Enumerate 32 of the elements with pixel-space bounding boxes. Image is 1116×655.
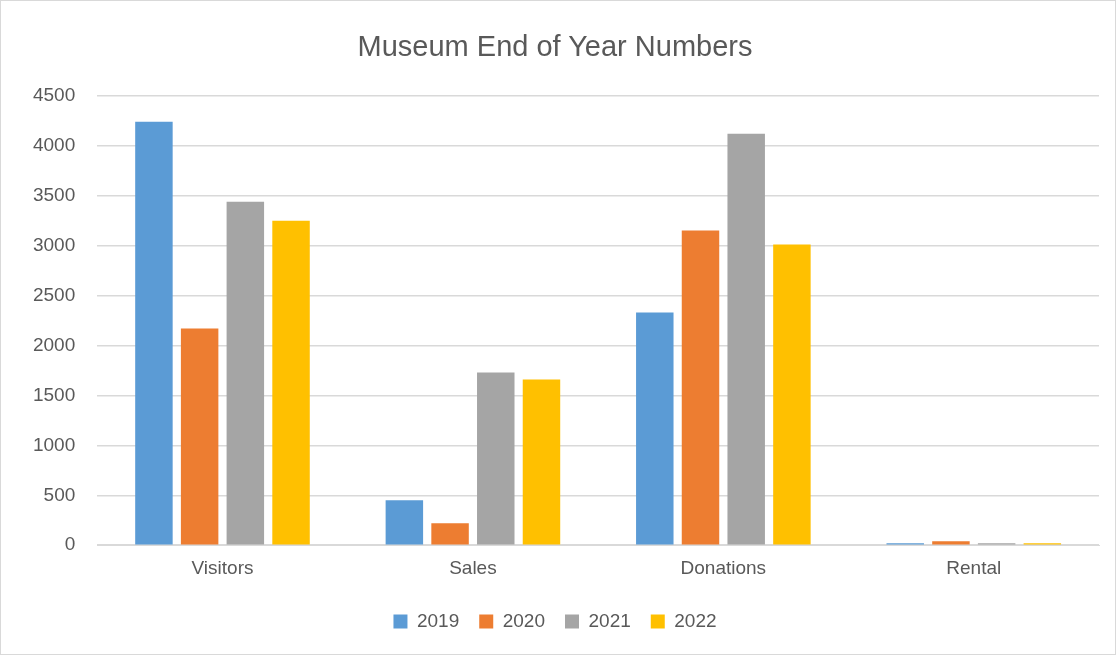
- bar: [522, 379, 561, 545]
- y-tick-label: 500: [43, 483, 76, 505]
- legend-label: 2020: [502, 609, 546, 631]
- x-tick-label: Rental: [946, 556, 1002, 578]
- y-tick-label: 2500: [32, 283, 76, 305]
- legend-label: 2021: [588, 609, 631, 631]
- y-tick-label: 0: [64, 533, 76, 555]
- bar: [773, 244, 811, 545]
- bar: [135, 121, 173, 545]
- y-tick-label: 3000: [32, 233, 76, 255]
- y-tick-label: 1000: [32, 433, 76, 455]
- bar: [727, 133, 765, 545]
- y-tick-label: 4000: [32, 133, 76, 155]
- y-tick-label: 3500: [32, 183, 76, 205]
- x-tick-label: Sales: [449, 556, 497, 578]
- bar: [681, 230, 720, 545]
- bar: [272, 220, 310, 545]
- bar: [636, 312, 674, 545]
- x-tick-label: Donations: [680, 556, 767, 578]
- bar: [226, 201, 265, 545]
- bar: [431, 523, 469, 545]
- bar: [477, 372, 515, 545]
- legend-label: 2022: [674, 609, 717, 631]
- legend-label: 2019: [416, 609, 460, 631]
- chart-title: Museum End of Year Numbers: [357, 30, 753, 63]
- y-tick-label: 1500: [32, 383, 76, 405]
- bar: [932, 541, 970, 545]
- y-tick-label: 4500: [32, 84, 76, 106]
- y-tick-label: 2000: [32, 333, 76, 355]
- bar: [180, 328, 219, 545]
- x-tick-label: Visitors: [191, 556, 254, 578]
- bar: [385, 500, 424, 545]
